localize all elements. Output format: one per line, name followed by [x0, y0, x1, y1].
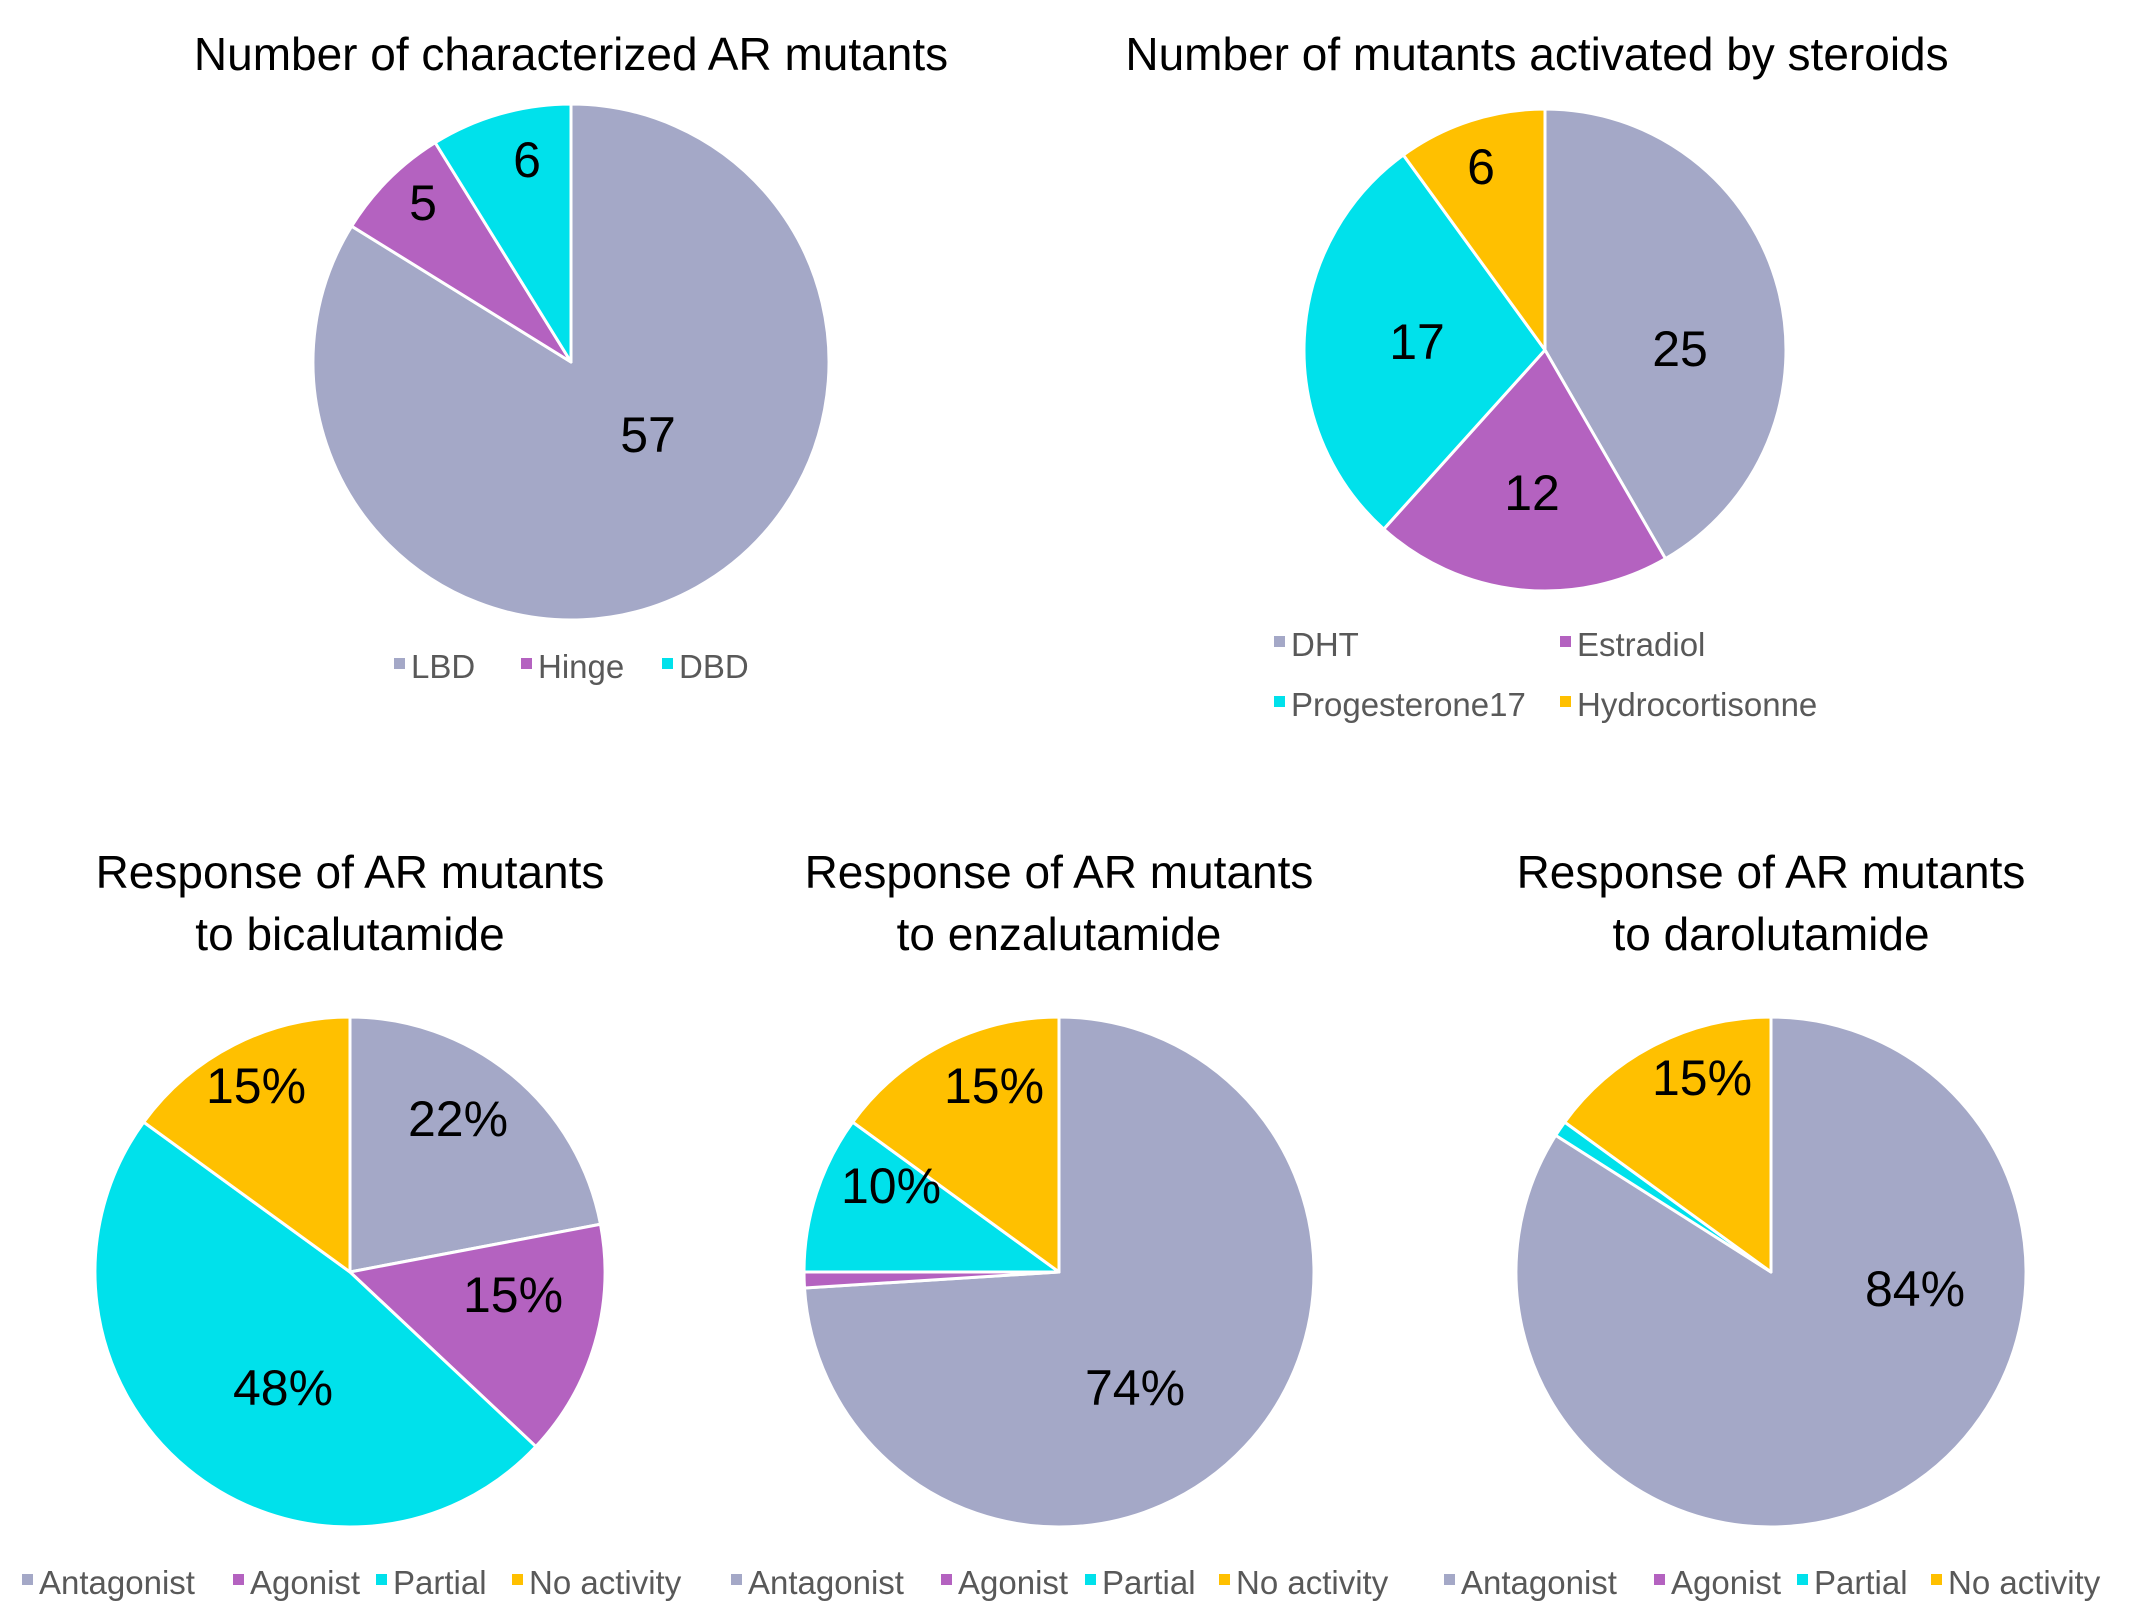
- pie-chart-5: Response of AR mutants to darolutamide 84%…: [1444, 846, 2101, 1601]
- data-label: 12: [1504, 465, 1560, 521]
- data-label: 15%: [944, 1058, 1044, 1114]
- data-label: 6: [1467, 139, 1495, 195]
- legend-swatch: [731, 1574, 742, 1585]
- data-label: 74%: [1085, 1360, 1185, 1416]
- data-label: 15%: [206, 1058, 306, 1114]
- legend-swatch: [521, 658, 532, 669]
- pie-slice-antagonist: [1514, 1015, 2028, 1529]
- data-label: 17: [1389, 314, 1445, 370]
- data-label: 22%: [408, 1091, 508, 1147]
- pie-slice-dbd: [433, 102, 573, 364]
- pie-slice-progesterone17: [1302, 153, 1547, 531]
- legend-swatch: [662, 658, 673, 669]
- pie-chart-4: Response of AR mutants to enzalutamide 74%…: [731, 846, 1389, 1601]
- legend-swatch: [941, 1574, 952, 1585]
- legend-swatch: [1560, 696, 1571, 707]
- pie-slice-no-activity: [1563, 1015, 1773, 1274]
- legend-label: Antagonist: [1461, 1564, 1617, 1601]
- legend-swatch: [233, 1574, 244, 1585]
- chart-title: Response of AR mutants: [805, 846, 1314, 898]
- pie-chart-3: Response of AR mutants to bicalutamide 22%…: [22, 846, 682, 1601]
- legend-swatch: [1274, 636, 1285, 647]
- chart-title: Number of mutants activated by steroids: [1125, 28, 1948, 80]
- legend-label: No activity: [1948, 1564, 2101, 1601]
- data-label: 10%: [841, 1158, 941, 1214]
- legend-label: DBD: [679, 648, 749, 685]
- legend-label: Agonist: [250, 1564, 360, 1601]
- legend-label: Partial: [393, 1564, 487, 1601]
- legend-label: Progesterone17: [1291, 686, 1526, 723]
- pie-slice-partial: [93, 1120, 538, 1529]
- legend-label: Agonist: [1671, 1564, 1781, 1601]
- legend-swatch: [1219, 1574, 1230, 1585]
- legend-swatch: [22, 1574, 33, 1585]
- data-label: 57: [620, 407, 676, 463]
- legend-label: No activity: [1236, 1564, 1389, 1601]
- pie-slice-dht: [1543, 107, 1788, 561]
- legend-swatch: [376, 1574, 387, 1585]
- legend-label: Partial: [1814, 1564, 1908, 1601]
- data-label: 15%: [463, 1267, 563, 1323]
- legend-swatch: [1654, 1574, 1665, 1585]
- legend-label: Estradiol: [1577, 626, 1705, 663]
- legend-swatch: [1085, 1574, 1096, 1585]
- chart-title: Response of AR mutants: [1517, 846, 2026, 898]
- legend-label: Antagonist: [748, 1564, 904, 1601]
- pie-slice-hydrocortisonne: [1401, 107, 1547, 352]
- chart-title: to bicalutamide: [195, 908, 504, 960]
- pie-slice-no-activity: [851, 1015, 1061, 1274]
- chart-title: Number of characterized AR mutants: [194, 28, 948, 80]
- legend-swatch: [1797, 1574, 1808, 1585]
- legend-label: Hinge: [538, 648, 624, 685]
- pie-slice-antagonist: [348, 1015, 602, 1274]
- legend-swatch: [1931, 1574, 1942, 1585]
- data-label: 5: [409, 175, 437, 231]
- data-label: 48%: [233, 1360, 333, 1416]
- legend-swatch: [394, 658, 405, 669]
- legend-label: Partial: [1102, 1564, 1196, 1601]
- data-label: 6: [513, 132, 541, 188]
- legend-label: Hydrocortisonne: [1577, 686, 1817, 723]
- legend-label: LBD: [411, 648, 475, 685]
- data-label: 84%: [1865, 1261, 1965, 1317]
- data-label: 25: [1652, 321, 1708, 377]
- legend-label: Agonist: [958, 1564, 1068, 1601]
- legend-swatch: [1560, 636, 1571, 647]
- pie-chart-2: Number of mutants activated by steroids 2…: [1125, 28, 1948, 723]
- legend-swatch: [1444, 1574, 1455, 1585]
- pie-chart-1: Number of characterized AR mutants 57 5 6 LB…: [194, 28, 948, 685]
- legend-swatch: [512, 1574, 523, 1585]
- chart-title: to enzalutamide: [897, 908, 1222, 960]
- pie-slice-no-activity: [142, 1015, 352, 1274]
- chart-title: to darolutamide: [1612, 908, 1929, 960]
- data-label: 15%: [1652, 1050, 1752, 1106]
- pie-slice-estradiol: [1382, 348, 1667, 593]
- legend-label: Antagonist: [39, 1564, 195, 1601]
- legend-swatch: [1274, 696, 1285, 707]
- chart-title: Response of AR mutants: [96, 846, 605, 898]
- pie-slice-agonist: [348, 1222, 607, 1449]
- legend-label: DHT: [1291, 626, 1359, 663]
- legend-label: No activity: [529, 1564, 682, 1601]
- pie-slice-partial: [802, 1120, 1061, 1274]
- pie-slice-hinge: [350, 141, 573, 364]
